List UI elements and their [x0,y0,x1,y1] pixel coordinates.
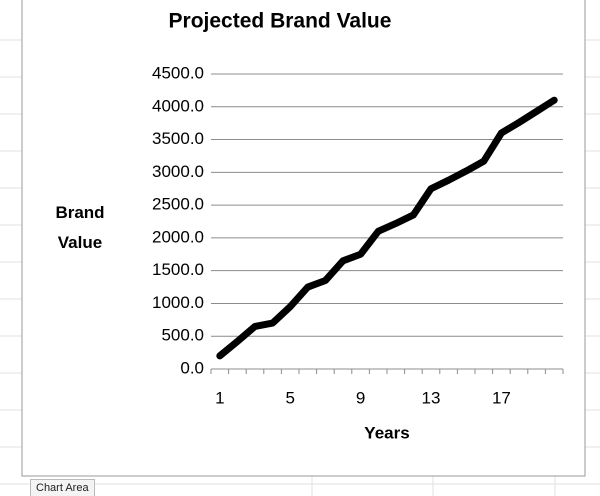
y-tick-label: 4000.0 [152,96,204,115]
y-axis-label: Brand Value [55,203,105,252]
x-tick-label: 13 [422,388,441,407]
y-tick-label: 4500.0 [152,63,204,82]
x-axis-label: Years [364,423,409,442]
line-series [216,96,558,360]
y-tick-label: 3000.0 [152,162,204,181]
y-tick-label: 0.0 [180,358,204,377]
x-tick-label: 1 [215,388,224,407]
tooltip: Chart Area [30,479,95,496]
x-tick-label: 5 [285,388,294,407]
y-tick-label: 2000.0 [152,227,204,246]
y-tick-label: 1500.0 [152,260,204,279]
chart-title: Projected Brand Value [169,10,392,33]
y-tick-label: 2500.0 [152,195,204,214]
x-tick-label: 9 [356,388,365,407]
x-tick-label: 17 [492,388,511,407]
y-tick-label: 3500.0 [152,129,204,148]
y-tick-label: 1000.0 [152,293,204,312]
y-tick-label: 500.0 [161,326,204,345]
